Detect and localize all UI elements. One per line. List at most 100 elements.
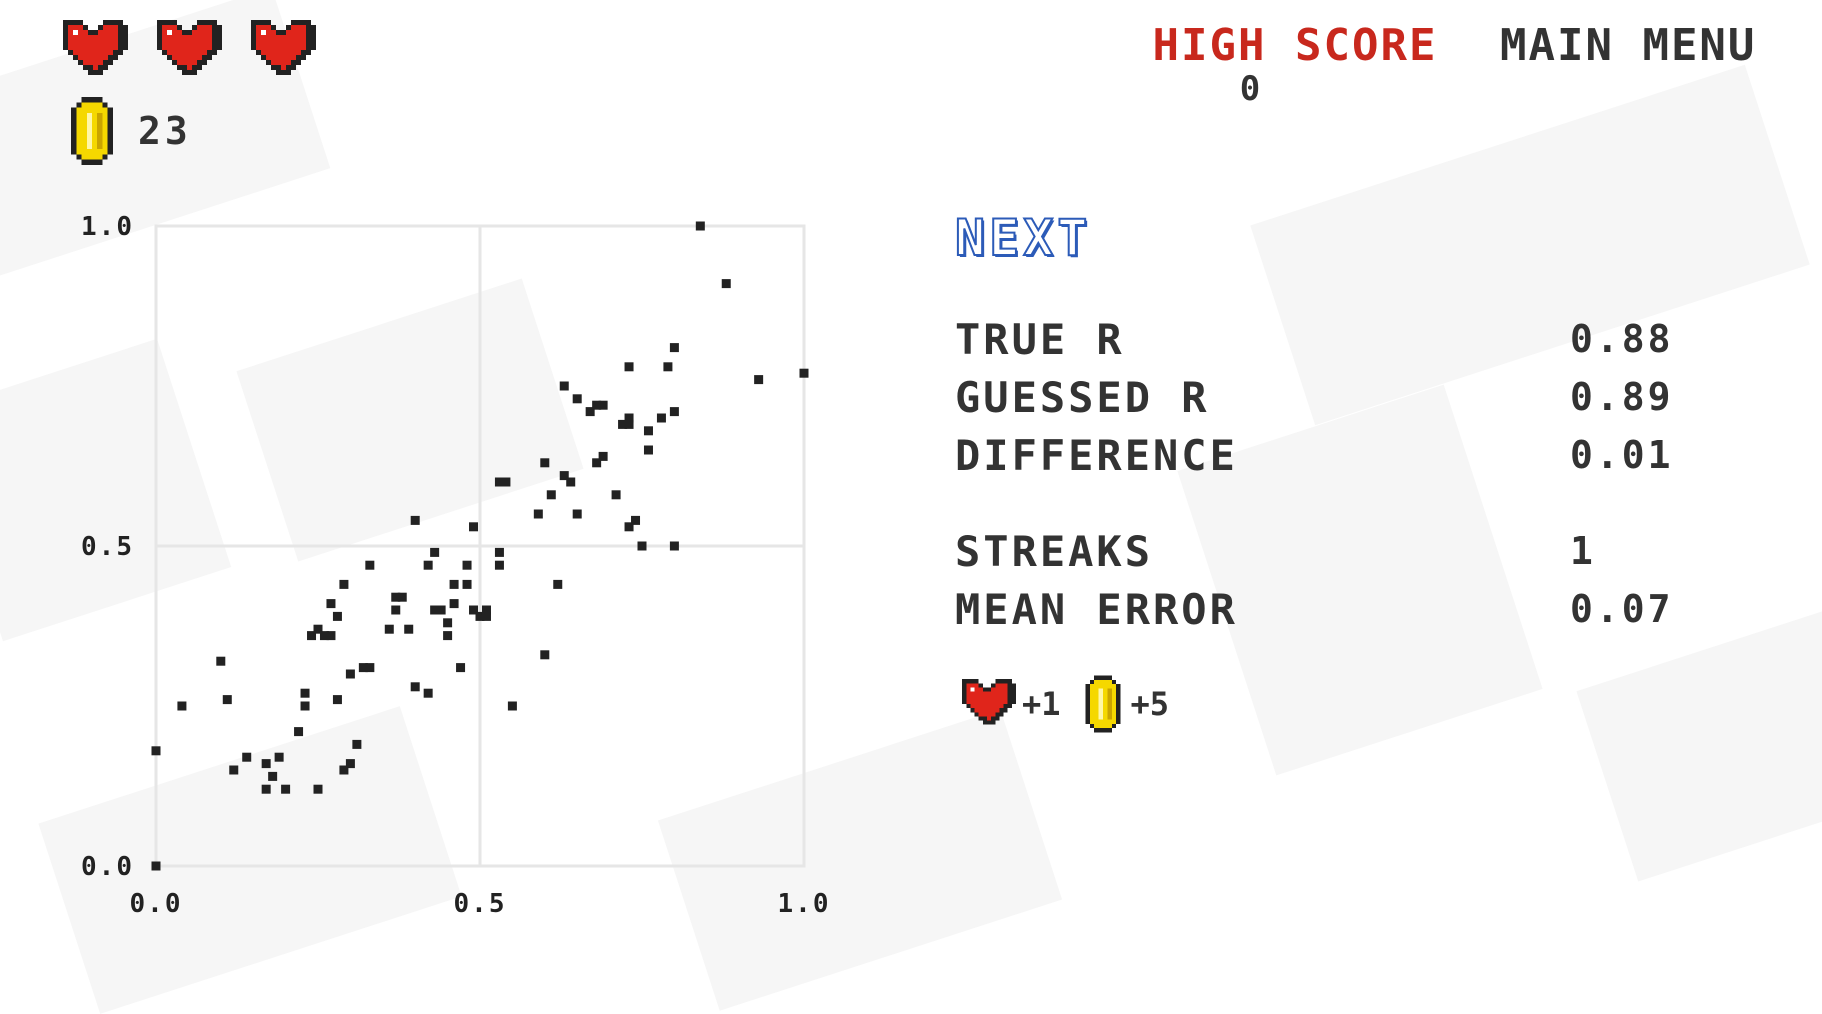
data-point [261, 759, 271, 769]
data-point [423, 560, 433, 570]
plot-points [151, 221, 809, 871]
high-score-value: 0 [1239, 69, 1261, 109]
data-point [397, 592, 407, 602]
data-point [313, 784, 323, 794]
data-point [721, 279, 731, 289]
data-point [643, 426, 653, 436]
data-point [462, 579, 472, 589]
data-point [494, 547, 504, 557]
data-point [151, 746, 161, 756]
stat-label: GUESSED R [955, 372, 1210, 422]
stat-row-streaks: STREAKS 1 [955, 522, 1700, 580]
stat-row-difference: DIFFERENCE 0.01 [955, 426, 1700, 484]
data-point [274, 752, 284, 762]
stat-row-true-r: TRUE R 0.88 [955, 310, 1700, 368]
rewards-row: +1 +5 [958, 675, 1183, 733]
x-tick-label: 0.5 [454, 889, 507, 919]
data-point [222, 695, 232, 705]
data-point [216, 656, 226, 666]
data-point [391, 605, 401, 615]
data-point [462, 560, 472, 570]
data-point [339, 579, 349, 589]
data-point [268, 771, 278, 781]
data-point [358, 663, 368, 673]
x-tick-label: 0.0 [130, 889, 183, 919]
data-point [423, 688, 433, 698]
data-point [656, 413, 666, 423]
stat-label: DIFFERENCE [955, 430, 1238, 480]
data-point [443, 618, 453, 628]
stats-panel: TRUE R 0.88 GUESSED R 0.89 DIFFERENCE 0.… [955, 310, 1700, 638]
high-score-label: HIGH SCORE [1152, 20, 1438, 71]
data-point [494, 477, 504, 487]
data-point [553, 579, 563, 589]
stat-value: 0.89 [1570, 375, 1674, 419]
data-point [177, 701, 187, 711]
data-point [669, 407, 679, 417]
data-point [410, 515, 420, 525]
y-tick-label: 0.0 [81, 852, 134, 882]
data-point [481, 605, 491, 615]
coin-icon [1084, 675, 1121, 733]
main-menu-button[interactable]: MAIN MENU [1500, 20, 1757, 71]
heart-icon [962, 679, 1016, 729]
data-point [669, 343, 679, 353]
heart-icon [157, 20, 222, 80]
data-point [326, 631, 336, 641]
data-point [332, 695, 342, 705]
data-point [501, 477, 511, 487]
data-point [443, 631, 453, 641]
data-point [261, 784, 271, 794]
stat-value: 0.01 [1570, 433, 1674, 477]
next-button[interactable]: NEXT [954, 209, 1092, 267]
data-point [384, 624, 394, 634]
data-point [540, 458, 550, 468]
data-point [339, 765, 349, 775]
data-point [637, 541, 647, 551]
y-tick-label: 0.5 [81, 532, 134, 562]
data-point [469, 605, 479, 615]
high-score: HIGH SCORE 0 [1130, 20, 1460, 106]
stat-value: 1 [1570, 529, 1596, 573]
data-point [572, 509, 582, 519]
data-point [151, 861, 161, 871]
data-point [494, 560, 504, 570]
data-point [624, 413, 634, 423]
coin-counter: 23 [66, 97, 192, 165]
data-point [391, 592, 401, 602]
data-point [345, 759, 355, 769]
data-point [540, 650, 550, 660]
data-point [365, 663, 375, 673]
data-point [242, 752, 252, 762]
data-point [313, 624, 323, 634]
data-point [229, 765, 239, 775]
stat-row-guessed-r: GUESSED R 0.89 [955, 368, 1700, 426]
heart-icon [63, 20, 128, 80]
stat-value: 0.07 [1570, 587, 1674, 631]
data-point [307, 631, 317, 641]
scatter-plot: 0.0 0.5 1.0 0.0 0.5 1.0 [81, 212, 828, 919]
coin-icon [71, 97, 113, 165]
data-point [449, 579, 459, 589]
coin-count: 23 [138, 109, 192, 153]
data-point [533, 509, 543, 519]
data-point [754, 375, 764, 385]
data-point [294, 727, 304, 737]
data-point [507, 701, 517, 711]
data-point [559, 381, 569, 391]
data-point [799, 368, 809, 378]
stat-label: STREAKS [955, 526, 1154, 576]
data-point [669, 541, 679, 551]
data-point [624, 522, 634, 532]
data-point [345, 669, 355, 679]
stat-label: TRUE R [955, 314, 1125, 364]
plot-grid [154, 224, 806, 868]
data-point [559, 471, 569, 481]
data-point [430, 605, 440, 615]
data-point [332, 611, 342, 621]
data-point [300, 701, 310, 711]
reward-coins: +5 [1130, 685, 1170, 723]
data-point [469, 522, 479, 532]
data-point [410, 682, 420, 692]
data-point [300, 688, 310, 698]
